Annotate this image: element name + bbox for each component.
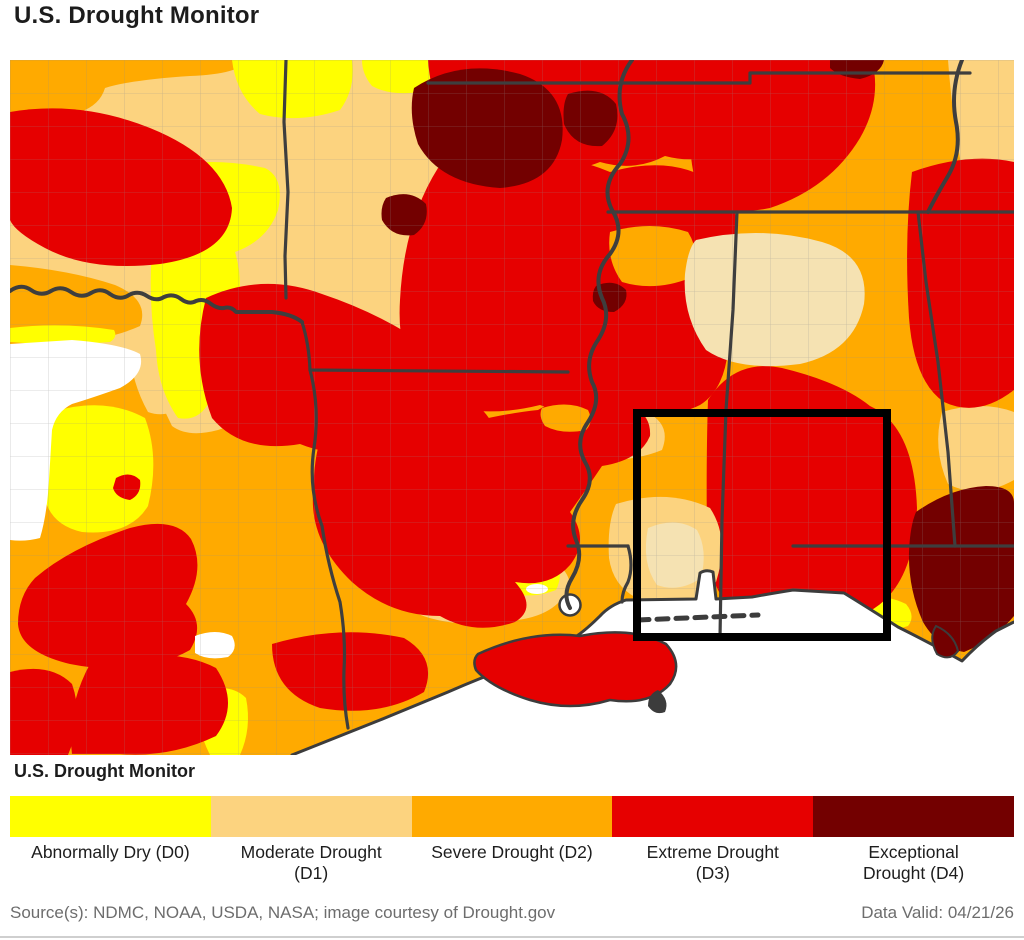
bottom-divider [0, 936, 1024, 938]
legend-label-d3: Extreme Drought (D3) [646, 842, 779, 883]
legend-label-d0: Abnormally Dry (D0) [31, 842, 190, 862]
data-valid-text: Data Valid: 04/21/26 [861, 903, 1014, 922]
delta-birdfoot [648, 690, 667, 714]
footer: Source(s): NDMC, NOAA, USDA, NASA; image… [10, 903, 1014, 923]
drought-map [10, 60, 1014, 755]
florida-cape [931, 624, 960, 659]
legend-color-bar [10, 796, 1014, 837]
legend-labels: Abnormally Dry (D0) Moderate Drought (D1… [10, 842, 1014, 884]
barrier-islands [635, 612, 761, 623]
highlight-rectangle [633, 409, 891, 641]
legend-label-d1: Moderate Drought (D1) [240, 842, 382, 883]
legend-swatch-d2 [411, 796, 613, 837]
page-title: U.S. Drought Monitor [14, 2, 260, 29]
legend-swatch-d4 [813, 796, 1014, 837]
legend-swatch-d3 [612, 796, 814, 837]
legend-label-d2: Severe Drought (D2) [431, 842, 593, 862]
legend-swatch-d0 [10, 796, 211, 837]
drought-map-svg [10, 60, 1014, 755]
legend-title: U.S. Drought Monitor [14, 761, 195, 781]
legend-swatch-d1 [210, 796, 412, 837]
source-text: Source(s): NDMC, NOAA, USDA, NASA; image… [10, 903, 556, 922]
state-borders [10, 60, 1014, 730]
legend-label-d4: Exceptional Drought (D4) [863, 842, 965, 883]
